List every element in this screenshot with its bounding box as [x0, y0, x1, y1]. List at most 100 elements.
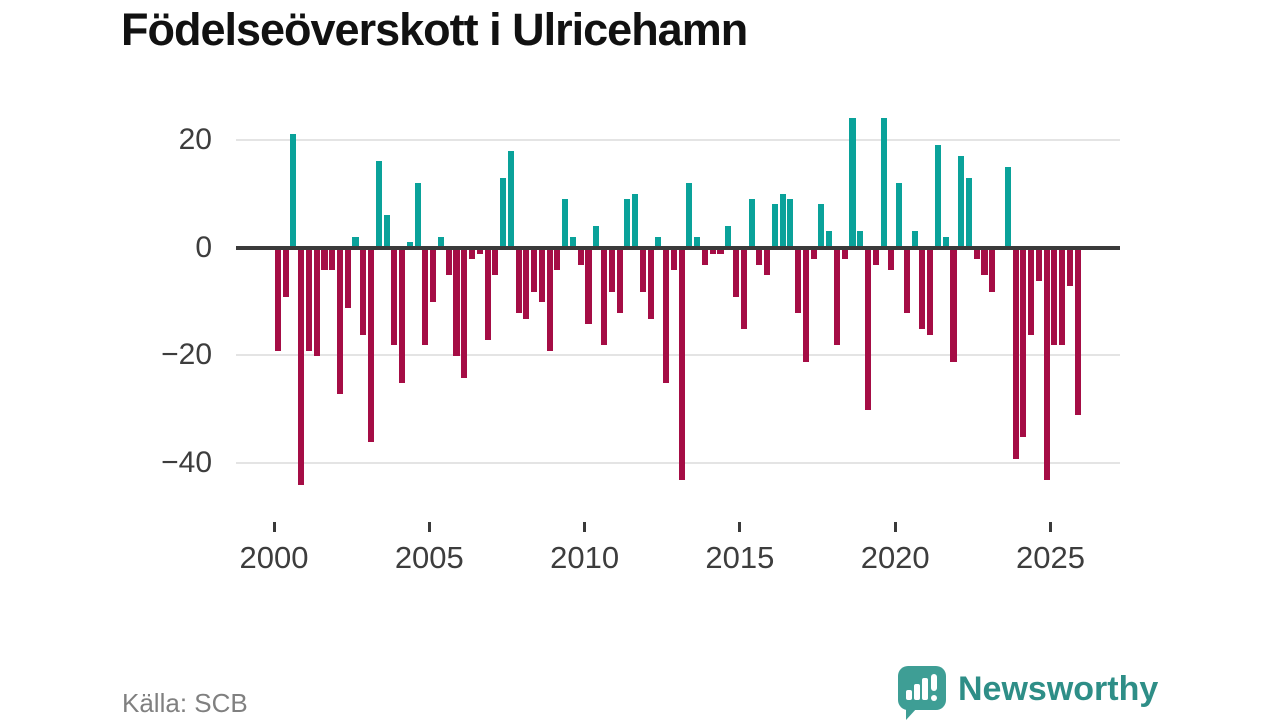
bar-negative: [802, 248, 809, 362]
bar-positive: [771, 204, 778, 248]
bar-negative: [321, 248, 328, 270]
bar-negative: [600, 248, 608, 346]
bar-positive: [632, 193, 639, 248]
logo-bar-icon: [914, 684, 920, 700]
bar-negative: [344, 248, 351, 308]
bar-negative: [795, 248, 802, 314]
bar-negative: [1066, 248, 1073, 287]
bar-positive: [942, 236, 949, 248]
bar-negative: [313, 248, 320, 357]
bar-negative: [701, 248, 709, 265]
bar-negative: [841, 248, 848, 260]
bar-negative: [282, 248, 289, 297]
bar-positive: [779, 193, 786, 248]
bar-negative: [329, 248, 336, 270]
bar-positive: [857, 231, 864, 248]
bar-negative: [1074, 248, 1081, 416]
bar-positive: [958, 156, 965, 248]
bar-positive: [290, 134, 297, 248]
bar-positive: [1004, 166, 1011, 248]
bar-positive: [655, 236, 662, 248]
bar-positive: [375, 161, 382, 248]
bar-positive: [562, 199, 569, 248]
bar-negative: [950, 248, 957, 362]
bar-negative: [608, 248, 615, 292]
bar-negative: [647, 248, 654, 319]
x-axis-tick-label: 2005: [394, 540, 464, 575]
bar-negative: [740, 248, 747, 330]
x-axis-tick: [738, 522, 742, 532]
y-axis-tick-label: −40: [161, 445, 212, 479]
newsworthy-logo-icon: [898, 666, 946, 720]
bar-positive: [896, 182, 903, 248]
bar-negative: [663, 248, 670, 384]
bar-negative: [709, 248, 716, 254]
bar-positive: [352, 236, 359, 248]
bar-negative: [523, 248, 530, 319]
bar-negative: [1028, 248, 1035, 335]
bar-positive: [826, 231, 833, 248]
x-axis-tick: [427, 522, 431, 532]
bar-negative: [639, 248, 646, 292]
bar-negative: [445, 248, 452, 276]
bar-negative: [476, 248, 483, 254]
bar-negative: [461, 248, 468, 378]
x-axis-tick: [893, 522, 897, 532]
bar-negative: [1043, 248, 1050, 481]
bar-positive: [414, 182, 421, 248]
y-axis-tick-label: −20: [161, 338, 212, 372]
bar-negative: [981, 248, 988, 276]
bar-negative: [585, 248, 592, 324]
bar-positive: [965, 177, 973, 248]
logo-exclamation-dot: [931, 695, 937, 701]
bar-positive: [569, 236, 577, 248]
bar-negative: [305, 248, 313, 351]
bar-negative: [531, 248, 538, 292]
bar-positive: [437, 236, 445, 248]
bar-negative: [546, 248, 553, 351]
bar-negative: [872, 248, 879, 265]
bar-negative: [1012, 248, 1019, 459]
source-label: Källa: SCB: [122, 688, 248, 718]
bar-negative: [616, 248, 623, 314]
x-axis-tick: [583, 522, 587, 532]
bar-negative: [717, 248, 724, 254]
newsworthy-logo-text: Newsworthy: [958, 670, 1159, 708]
bar-positive: [787, 199, 794, 248]
bar-negative: [298, 248, 305, 486]
gridline: [236, 354, 1120, 357]
bar-negative: [368, 248, 375, 443]
bar-negative: [678, 248, 685, 481]
bar-negative: [864, 248, 872, 410]
bar-positive: [911, 231, 918, 248]
bar-positive: [500, 177, 507, 248]
bar-positive: [694, 236, 701, 248]
bar-negative: [554, 248, 561, 270]
x-axis-tick-label: 2025: [1016, 540, 1085, 575]
x-axis-tick: [272, 522, 276, 532]
chart-title: Födelseöverskott i Ulricehamn: [121, 4, 748, 55]
bar-positive: [934, 145, 941, 248]
newsworthy-logo: Newsworthy: [898, 664, 1278, 720]
bar-negative: [1020, 248, 1027, 437]
bar-negative: [1059, 248, 1066, 346]
bar-positive: [593, 226, 600, 248]
bar-negative: [810, 248, 817, 260]
bar-positive: [624, 199, 631, 248]
y-axis-tick-label: 0: [195, 230, 212, 264]
bar-positive: [818, 204, 825, 248]
bar-negative: [515, 248, 522, 314]
bar-negative: [888, 248, 895, 270]
speech-bubble-tail: [906, 708, 925, 720]
gridline: [236, 461, 1120, 464]
bar-negative: [989, 248, 996, 292]
bar-positive: [406, 242, 413, 248]
bar-positive: [748, 199, 755, 248]
bar-negative: [1051, 248, 1058, 346]
bar-negative: [927, 248, 934, 335]
bar-positive: [725, 226, 732, 248]
bar-positive: [383, 215, 390, 248]
bar-negative: [577, 248, 584, 265]
